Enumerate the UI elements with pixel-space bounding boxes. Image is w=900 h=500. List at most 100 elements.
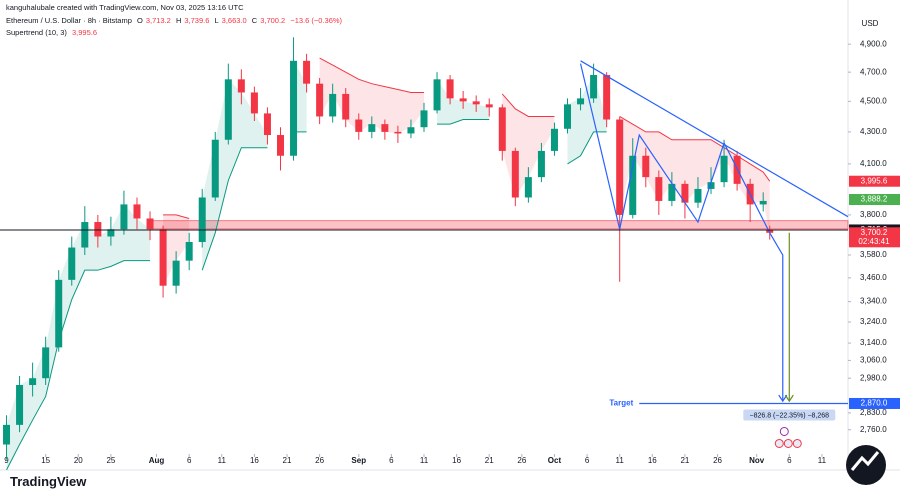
candle-body	[381, 124, 389, 132]
price-label: 3,995.6	[861, 176, 888, 185]
credit: kanguhalubale created with TradingView.c…	[6, 3, 244, 12]
candle-body	[577, 98, 585, 105]
candle-body	[276, 135, 284, 156]
y-tick-label: 3,460.0	[860, 273, 887, 282]
supertrend-line	[319, 57, 424, 93]
candle-body	[68, 247, 76, 280]
candle-body	[342, 93, 350, 120]
y-tick-label: 4,900.0	[860, 39, 887, 48]
y-tick-label: 3,800.0	[860, 210, 887, 219]
x-tick-label: 11	[218, 456, 227, 465]
brand[interactable]: TradingView	[10, 474, 87, 489]
candle-body	[159, 229, 167, 286]
candle-body	[3, 424, 11, 445]
symbol: Ethereum / U.S. Dollar · 8h · Bitstamp	[6, 16, 132, 25]
candle-body	[198, 197, 206, 242]
price-label-box	[849, 175, 900, 187]
x-tick-label: 25	[106, 456, 115, 465]
ohlc-value: 3,713.2	[145, 16, 171, 25]
candle-body	[146, 218, 154, 230]
candle-body	[16, 385, 24, 425]
y-tick-label: 4,500.0	[860, 96, 887, 105]
x-tick-label: 11	[616, 456, 625, 465]
candle-body	[655, 177, 663, 201]
candle-body	[133, 204, 141, 219]
x-tick-label: Oct	[548, 456, 562, 465]
ohlc-key: L	[214, 16, 219, 25]
supertrend-line	[437, 119, 490, 125]
price-label: 3,888.2	[861, 195, 888, 204]
symbol-legend: Ethereum / U.S. Dollar · 8h · Bitstamp O…	[6, 16, 345, 25]
y-tick-label: 3,240.0	[860, 317, 887, 326]
candle-body	[550, 128, 558, 151]
y-tick-label: 2,760.0	[860, 425, 887, 434]
ohlc-key: O	[136, 16, 143, 25]
candle-body	[524, 177, 532, 198]
candle-body	[263, 113, 271, 136]
supertrend-line	[567, 131, 607, 165]
event-icon	[779, 426, 789, 436]
indicator-value: 3,995.6	[71, 28, 97, 37]
candle-body	[616, 119, 624, 215]
supertrend-fill	[202, 79, 268, 271]
y-tick-label: 4,700.0	[860, 67, 887, 76]
candle-body	[590, 75, 598, 99]
y-tick-label: 2,980.0	[860, 373, 887, 382]
x-tick-label: 6	[187, 456, 192, 465]
supertrend-line	[619, 116, 771, 182]
x-tick-label: 16	[648, 456, 657, 465]
candle-body	[564, 104, 572, 129]
candle-body	[485, 104, 493, 108]
candle-body	[537, 150, 545, 178]
pattern-line	[579, 63, 784, 402]
x-tick-label: 26	[713, 456, 722, 465]
candle-body	[394, 131, 402, 134]
price-label-box	[849, 227, 900, 248]
event-icon	[774, 438, 784, 448]
support-zone	[149, 220, 849, 230]
y-tick-label: 3,340.0	[860, 297, 887, 306]
x-tick-label: Nov	[749, 456, 765, 465]
candle-body	[603, 75, 611, 120]
x-tick-label: Aug	[149, 456, 165, 465]
candle-body	[368, 124, 376, 132]
candle-body	[511, 150, 519, 198]
supertrend-fill	[163, 214, 190, 286]
tv-badge[interactable]	[846, 445, 886, 485]
candle-body	[694, 188, 702, 203]
candle-body	[237, 79, 245, 93]
candle-body	[472, 101, 480, 105]
ohlc-value: 3,663.0	[221, 16, 247, 25]
resistance-line	[580, 60, 849, 218]
candle-body	[759, 200, 767, 205]
x-tick-label: 6	[787, 456, 792, 465]
candle-body	[629, 155, 637, 215]
candle-body	[433, 79, 441, 111]
ohlc-value: 3,739.6	[184, 16, 210, 25]
candle-body	[407, 127, 415, 134]
candle-body	[303, 60, 311, 84]
y-tick-label: 4,300.0	[860, 127, 887, 136]
event-icon	[792, 438, 802, 448]
price-countdown: 02:43:41	[858, 237, 890, 246]
supertrend-line	[163, 214, 190, 219]
change: −13.6 (−0.36%)	[290, 16, 343, 25]
x-tick-label: 26	[315, 456, 324, 465]
supertrend-line	[6, 260, 151, 471]
x-tick-label: 11	[818, 456, 827, 465]
candle-body	[250, 92, 258, 114]
candle-body	[172, 260, 180, 286]
x-tick-label: 9	[4, 456, 9, 465]
projection-arrowhead	[784, 394, 794, 403]
ohlc-key: C	[251, 16, 258, 25]
candle-body	[446, 79, 454, 99]
x-tick-label: Sep	[351, 456, 366, 465]
y-tick-label: 3,580.0	[860, 250, 887, 259]
measure-box	[743, 409, 836, 421]
indicator: Supertrend (10, 3)	[6, 28, 67, 37]
candle-body	[420, 110, 428, 128]
x-tick-label: 15	[41, 456, 50, 465]
price-label-box	[849, 397, 900, 409]
